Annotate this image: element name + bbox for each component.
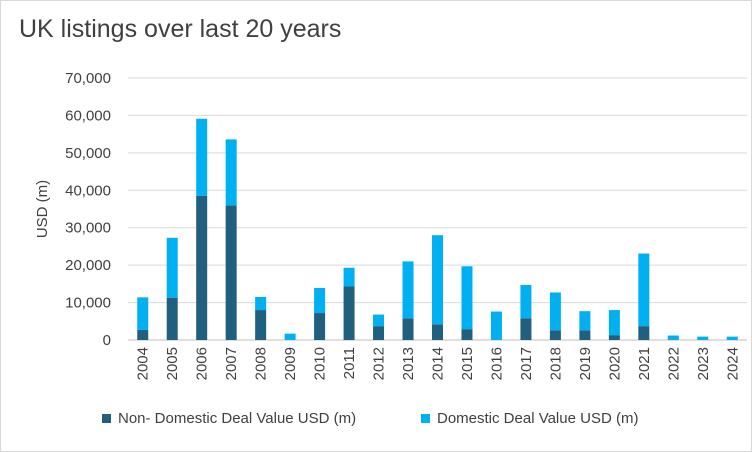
bar-non-domestic-2006 <box>196 195 208 340</box>
y-tick-label: 60,000 <box>65 107 111 124</box>
x-tick-label: 2010 <box>312 347 329 380</box>
legend-swatch-domestic <box>421 414 430 423</box>
x-tick-label: 2016 <box>488 347 505 380</box>
bar-domestic-2017 <box>520 284 532 319</box>
bar-domestic-2011 <box>343 267 355 287</box>
x-tick-label: 2008 <box>253 347 270 380</box>
x-tick-label: 2004 <box>135 347 152 380</box>
bar-domestic-2022 <box>667 335 679 340</box>
x-tick-label: 2017 <box>518 347 535 380</box>
bar-non-domestic-2007 <box>225 205 237 340</box>
bar-non-domestic-2013 <box>402 318 414 340</box>
x-tick-label: 2019 <box>577 347 594 380</box>
x-tick-label: 2013 <box>400 347 417 380</box>
y-tick-label: 40,000 <box>65 182 111 199</box>
bar-domestic-2012 <box>373 314 385 327</box>
bar-domestic-2021 <box>638 253 650 327</box>
bar-domestic-2018 <box>549 292 561 331</box>
y-axis-label: USD (m) <box>34 180 51 238</box>
y-tick-label: 10,000 <box>65 295 111 312</box>
x-tick-label: 2023 <box>695 347 712 380</box>
bar-domestic-2006 <box>196 118 208 196</box>
x-tick-label: 2006 <box>194 347 211 380</box>
bar-domestic-2007 <box>225 139 237 206</box>
bar-non-domestic-2012 <box>373 326 385 340</box>
legend-swatch-non-domestic <box>102 414 111 423</box>
bar-domestic-2004 <box>137 297 149 330</box>
bar-non-domestic-2017 <box>520 318 532 340</box>
legend-item-domestic: Domestic Deal Value USD (m) <box>421 410 638 427</box>
bar-non-domestic-2021 <box>638 326 650 340</box>
bar-domestic-2014 <box>432 235 443 325</box>
bar-non-domestic-2015 <box>461 329 473 340</box>
bar-non-domestic-2005 <box>166 297 178 340</box>
bar-non-domestic-2011 <box>343 286 355 340</box>
x-tick-label: 2012 <box>371 347 388 380</box>
bar-domestic-2013 <box>402 261 414 319</box>
x-tick-label: 2015 <box>459 347 476 380</box>
legend-label-domestic: Domestic Deal Value USD (m) <box>437 410 639 427</box>
legend-label-non-domestic: Non- Domestic Deal Value USD (m) <box>118 410 357 427</box>
y-tick-label: 50,000 <box>65 145 111 162</box>
bar-domestic-2015 <box>461 266 473 330</box>
bar-domestic-2005 <box>166 237 178 298</box>
bar-non-domestic-2014 <box>432 324 443 340</box>
y-tick-label: 0 <box>103 332 111 349</box>
x-tick-label: 2022 <box>665 347 682 380</box>
x-tick-label: 2024 <box>724 347 741 380</box>
bar-domestic-2009 <box>284 333 296 340</box>
x-tick-label: 2009 <box>282 347 299 380</box>
y-tick-label: 20,000 <box>65 257 111 274</box>
bar-domestic-2023 <box>697 336 709 340</box>
x-tick-label: 2011 <box>341 347 358 379</box>
bar-non-domestic-2010 <box>314 313 326 340</box>
bar-domestic-2008 <box>255 296 267 311</box>
x-tick-label: 2014 <box>430 347 447 380</box>
bar-domestic-2019 <box>579 311 591 331</box>
x-tick-label: 2020 <box>606 347 623 380</box>
bar-domestic-2010 <box>314 287 326 314</box>
bar-non-domestic-2008 <box>255 310 267 340</box>
bar-non-domestic-2018 <box>549 330 561 340</box>
y-tick-label: 70,000 <box>65 70 111 87</box>
chart-title: UK listings over last 20 years <box>19 15 342 43</box>
bar-domestic-2020 <box>608 310 620 336</box>
bar-non-domestic-2004 <box>137 329 149 340</box>
bar-domestic-2016 <box>490 311 502 340</box>
legend-item-non-domestic: Non- Domestic Deal Value USD (m) <box>102 410 356 427</box>
bar-non-domestic-2020 <box>608 335 620 340</box>
bar-non-domestic-2019 <box>579 330 591 340</box>
bar-domestic-2024 <box>726 336 738 340</box>
x-tick-label: 2007 <box>223 347 240 380</box>
x-tick-label: 2005 <box>164 347 181 380</box>
y-tick-label: 30,000 <box>65 220 111 237</box>
x-tick-label: 2018 <box>547 347 564 380</box>
x-tick-label: 2021 <box>636 347 653 380</box>
